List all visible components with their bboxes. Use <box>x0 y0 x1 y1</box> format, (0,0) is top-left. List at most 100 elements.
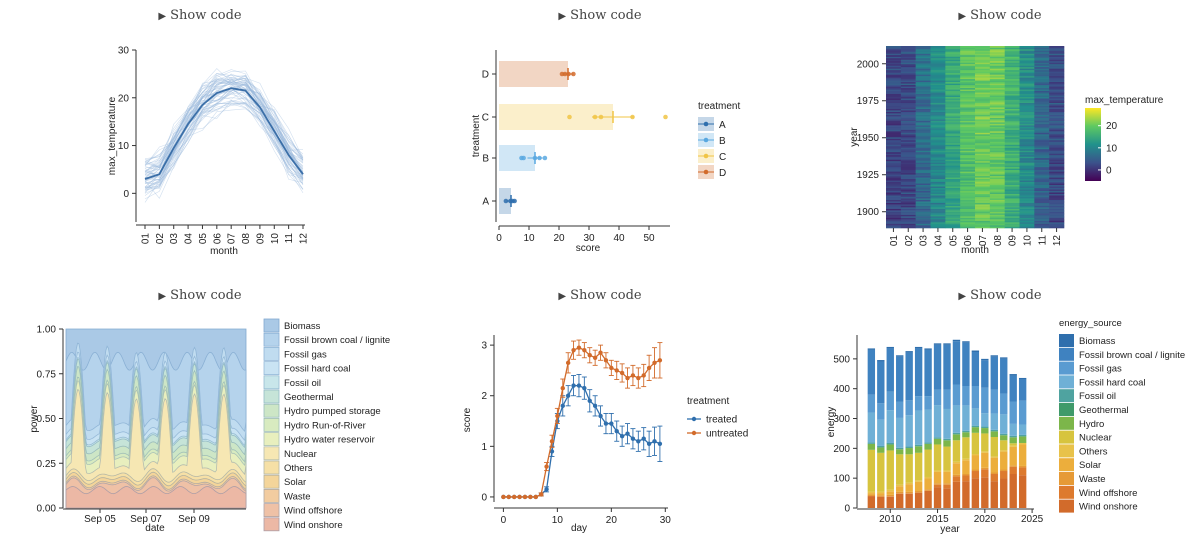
segment-fossil-brown-coal-lignite <box>887 348 894 391</box>
segment-wind-onshore <box>924 491 931 508</box>
x-tick-label: 08 <box>241 233 252 245</box>
x-tick-label: 11 <box>1037 235 1048 246</box>
data-point <box>615 368 619 372</box>
segment-fossil-hard-coal <box>991 413 998 429</box>
x-tick-label: 20 <box>553 233 565 244</box>
segment-hydro <box>915 446 922 453</box>
segment-fossil-hard-coal <box>868 413 875 443</box>
segment-wind-offshore <box>1019 467 1026 475</box>
x-tick-label: 2020 <box>974 514 997 525</box>
x-tick-label: 05 <box>948 235 959 247</box>
heat-cell <box>931 46 946 48</box>
legend-key <box>1059 362 1074 375</box>
legend-label: Geothermal <box>284 392 334 403</box>
x-tick-label: 30 <box>660 515 672 526</box>
data-point <box>604 358 608 362</box>
segment-fossil-oil <box>962 431 969 432</box>
segment-fossil-hard-coal <box>953 405 960 432</box>
x-tick-label: 10 <box>552 515 564 526</box>
heat-cell <box>901 46 916 48</box>
series-untreated <box>501 340 662 499</box>
segment-nuclear <box>877 453 884 492</box>
segment-fossil-gas <box>962 386 969 405</box>
legend-label: Waste <box>284 491 311 502</box>
segment-nuclear <box>991 437 998 456</box>
segment-others <box>915 480 922 481</box>
segment-waste <box>915 491 922 492</box>
x-axis-title: month <box>210 246 238 257</box>
segment-others <box>905 483 912 484</box>
segment-wind-onshore <box>943 488 950 508</box>
segment-wind-offshore <box>943 485 950 489</box>
legend-key <box>1059 375 1074 388</box>
y-axis-title: score <box>462 407 473 432</box>
y-tick-label: 0 <box>844 504 850 515</box>
segment-hydro <box>887 444 894 450</box>
data-point <box>512 495 516 499</box>
legend-label: Hydro <box>1079 419 1104 430</box>
y-tick-label: 200 <box>833 444 850 455</box>
segment-others <box>887 490 894 491</box>
data-point <box>593 356 597 360</box>
data-point <box>604 421 608 425</box>
segment-fossil-gas <box>943 390 950 409</box>
x-tick-label: Sep 09 <box>178 514 210 525</box>
data-point <box>636 376 640 380</box>
segment-biomass <box>1010 374 1017 375</box>
data-point <box>652 439 656 443</box>
segment-nuclear <box>962 437 969 458</box>
segment-fossil-gas <box>981 388 988 413</box>
segment-fossil-oil <box>934 437 941 438</box>
legend-key <box>1059 500 1074 513</box>
segment-solar <box>962 460 969 474</box>
segment-nuclear <box>915 453 922 480</box>
y-tick-label: 2 <box>481 391 487 402</box>
data-point <box>539 492 543 496</box>
heat-cell <box>975 46 990 48</box>
point-A <box>512 199 517 204</box>
point-B <box>521 156 526 161</box>
segment-hydro <box>962 432 969 437</box>
legend-key <box>264 390 279 403</box>
legend-key <box>264 376 279 389</box>
legend-label: Wind offshore <box>1079 488 1137 499</box>
segment-fossil-gas <box>868 395 875 413</box>
legend-label: Hydro Run-of-River <box>284 420 366 431</box>
x-tick-label: 09 <box>255 233 266 245</box>
segment-nuclear <box>868 450 875 492</box>
segment-waste <box>953 475 960 476</box>
bar-year-2011 <box>896 355 903 508</box>
data-point <box>642 373 646 377</box>
segment-solar <box>896 486 903 492</box>
segment-waste <box>877 495 884 496</box>
heat-cell <box>960 46 975 48</box>
legend-key <box>264 404 279 417</box>
bar-year-2024 <box>1019 378 1026 508</box>
x-tick-label: 06 <box>212 233 223 245</box>
data-point <box>642 437 646 441</box>
legend-label: Fossil oil <box>1079 391 1116 402</box>
data-point <box>620 371 624 375</box>
heat-cell <box>990 46 1005 48</box>
segment-fossil-hard-coal <box>1000 414 1007 433</box>
segment-others <box>953 462 960 463</box>
legend-label: Waste <box>1079 474 1106 485</box>
x-axis-title: date <box>145 523 165 534</box>
y-tick-label: 400 <box>833 384 850 395</box>
segment-fossil-gas <box>924 396 931 409</box>
y-tick-label: 500 <box>833 354 850 365</box>
point-B <box>537 156 542 161</box>
segment-nuclear <box>943 447 950 471</box>
segment-nuclear <box>887 450 894 489</box>
segment-biomass <box>887 347 894 348</box>
data-point <box>566 394 570 398</box>
data-point <box>544 464 548 468</box>
segment-solar <box>915 482 922 491</box>
segment-fossil-hard-coal <box>915 410 922 444</box>
segment-others <box>1010 445 1017 446</box>
data-point <box>609 421 613 425</box>
